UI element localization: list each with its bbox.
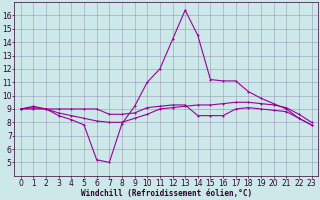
X-axis label: Windchill (Refroidissement éolien,°C): Windchill (Refroidissement éolien,°C) bbox=[81, 189, 252, 198]
